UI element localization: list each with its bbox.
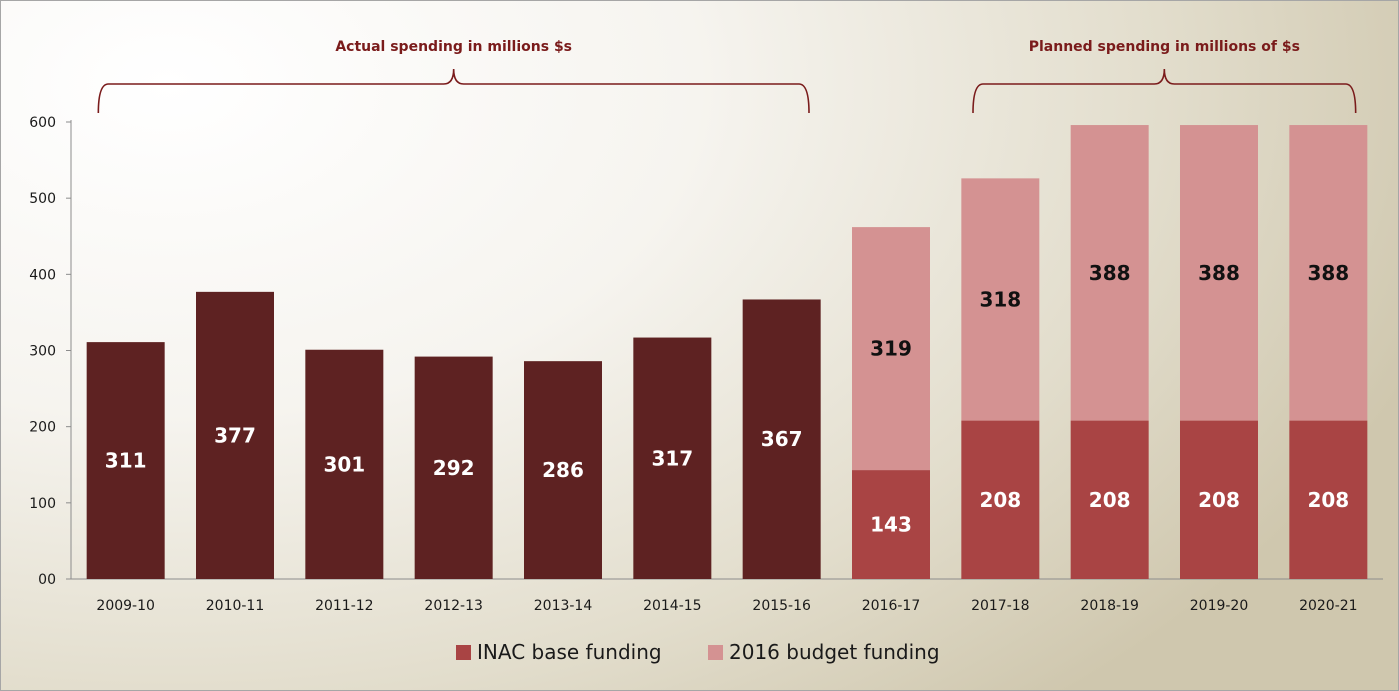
x-tick-label: 2017-18 [971,598,1030,614]
data-label: 319 [870,337,912,361]
data-label: 286 [542,458,584,482]
bar-segment [633,337,712,579]
x-tick-label: 2014-15 [643,598,702,614]
data-label: 317 [651,446,693,470]
y-tick-label: 300 [29,344,56,360]
data-label: 208 [1198,488,1240,512]
data-label: 388 [1089,261,1131,285]
x-tick-label: 2013-14 [534,598,593,614]
y-tick-label: 600 [29,115,56,131]
data-label: 301 [323,452,365,476]
data-label: 311 [105,449,147,473]
data-label: 208 [1089,488,1131,512]
bar-layer [86,125,1368,579]
data-label: 377 [214,423,256,447]
data-label: 292 [433,456,475,480]
axis-layer: 00 100 200 300 400 500 600 2009-10 2010-11 2011-1… [29,115,1383,614]
bar-segment [852,470,930,579]
annotation-brace [97,68,810,114]
y-tick-label: 100 [29,496,56,512]
legend-swatch [708,645,723,660]
legend-swatch [456,645,471,660]
bar-segment [1180,420,1258,579]
bar-segment [961,420,1040,579]
x-tick-label: 2011-12 [315,598,374,614]
bar-segment [961,178,1040,421]
data-label: 208 [1307,488,1349,512]
bar-segment [1289,420,1368,579]
y-tick-label: 200 [29,420,56,436]
annotation-layer: Actual spending in millions $s Planned sp… [97,39,1357,114]
x-tick-label: 2015-16 [752,598,811,614]
bar-segment [1180,125,1258,421]
legend: INAC base funding 2016 budget funding [456,640,940,664]
data-label: 388 [1307,261,1349,285]
x-tick-label: 2018-19 [1080,598,1139,614]
bar-segment [305,349,384,579]
x-tick-label: 2020-21 [1299,598,1358,614]
annotation-brace [972,68,1357,114]
x-tick-label: 2019-20 [1190,598,1249,614]
x-tick-label: 2016-17 [862,598,921,614]
bar-segment [414,356,493,579]
bar-segment [852,227,930,471]
y-tick-label: 400 [29,267,56,283]
y-tick-label: 500 [29,191,56,207]
bar-segment [1070,125,1149,421]
bar-segment [742,299,821,579]
legend-label: 2016 budget funding [729,640,940,664]
annotation-label: Actual spending in millions $s [335,39,572,55]
x-tick-label: 2012-13 [424,598,483,614]
data-label: 318 [979,287,1021,311]
y-tick-label: 00 [38,572,56,588]
data-label-layer: 311 377 301 292 286 317 367 143 319 208 318 208 388 2… [105,261,1349,537]
data-label: 208 [979,488,1021,512]
x-tick-label: 2009-10 [96,598,155,614]
annotation-label: Planned spending in millions of $s [1029,39,1300,55]
bar-segment [196,291,274,579]
data-label: 388 [1198,261,1240,285]
data-label: 367 [761,427,803,451]
bar-segment [1070,420,1149,579]
legend-label: INAC base funding [477,640,662,664]
x-tick-label: 2010-11 [206,598,265,614]
bar-segment [86,342,165,579]
bar-segment [524,361,602,579]
data-label: 143 [870,513,912,537]
bar-segment [1289,125,1368,421]
